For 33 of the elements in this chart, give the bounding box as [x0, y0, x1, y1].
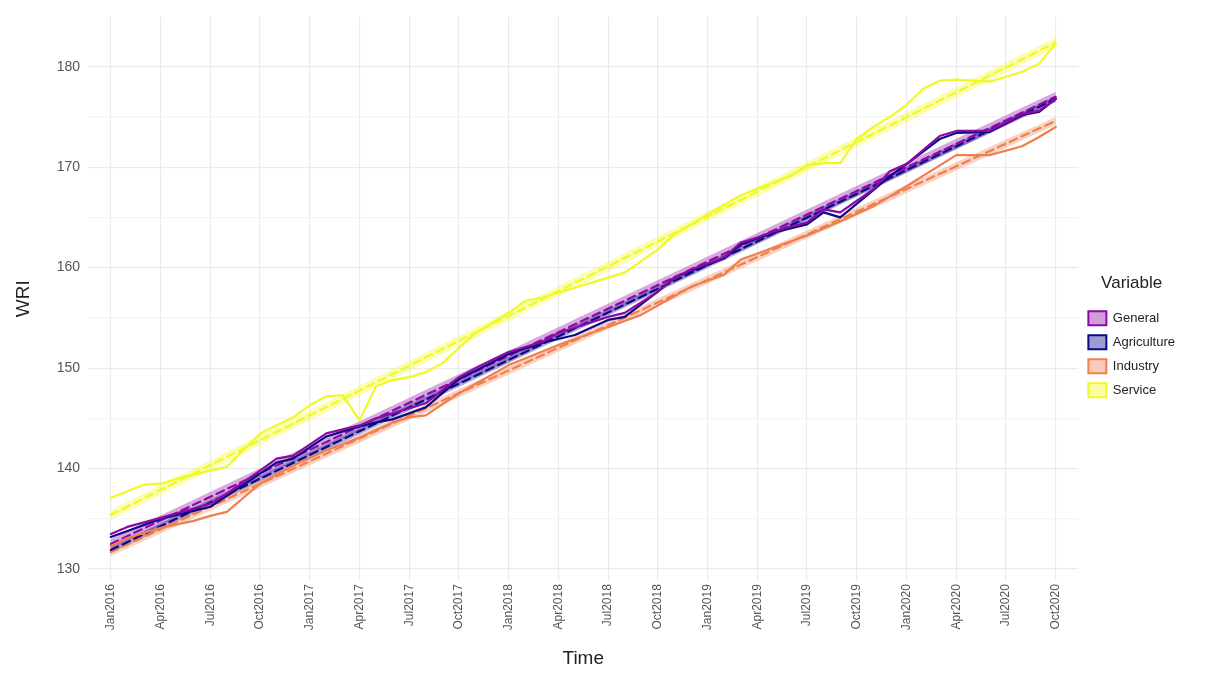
y-tick-label: 170 — [56, 158, 81, 174]
y-tick-label: 140 — [56, 459, 81, 476]
x-tick-label: Jan2019 — [699, 583, 714, 631]
x-tick-label: Jan2016 — [103, 583, 118, 631]
x-tick-label: Jul2019 — [799, 583, 814, 627]
x-tick-label: Jul2017 — [401, 583, 416, 627]
x-axis-title: Time — [562, 646, 605, 668]
x-tick-label: Apr2019 — [749, 583, 764, 630]
legend-title: Variable — [1101, 272, 1163, 292]
x-tick-label: Oct2016 — [252, 583, 267, 630]
x-tick-label: Oct2020 — [1048, 583, 1063, 630]
x-tick-label: Oct2019 — [849, 583, 864, 630]
x-tick-label: Oct2017 — [451, 583, 466, 630]
x-tick-label: Oct2018 — [650, 583, 665, 630]
legend-label: Agriculture — [1112, 333, 1175, 349]
x-tick-label: Jul2016 — [202, 583, 217, 627]
legend-label: Service — [1112, 381, 1157, 397]
y-axis-title: WRI — [11, 280, 33, 318]
y-tick-label: 180 — [56, 57, 81, 74]
y-tick-label: 130 — [56, 559, 81, 576]
legend-label: General — [1112, 309, 1160, 325]
x-tick-label: Apr2020 — [948, 583, 963, 630]
x-tick-label: Jan2020 — [898, 583, 913, 631]
y-tick-label: 150 — [56, 358, 81, 375]
y-tick-label: 160 — [56, 258, 81, 275]
x-tick-label: Jul2018 — [600, 583, 615, 627]
x-tick-label: Jan2017 — [302, 583, 317, 631]
x-tick-label: Jan2018 — [500, 583, 515, 631]
x-tick-label: Apr2017 — [351, 583, 366, 630]
x-tick-label: Jul2020 — [998, 583, 1013, 627]
legend-label: Industry — [1112, 357, 1160, 373]
x-tick-label: Apr2016 — [152, 583, 167, 630]
x-tick-label: Apr2018 — [550, 583, 565, 630]
